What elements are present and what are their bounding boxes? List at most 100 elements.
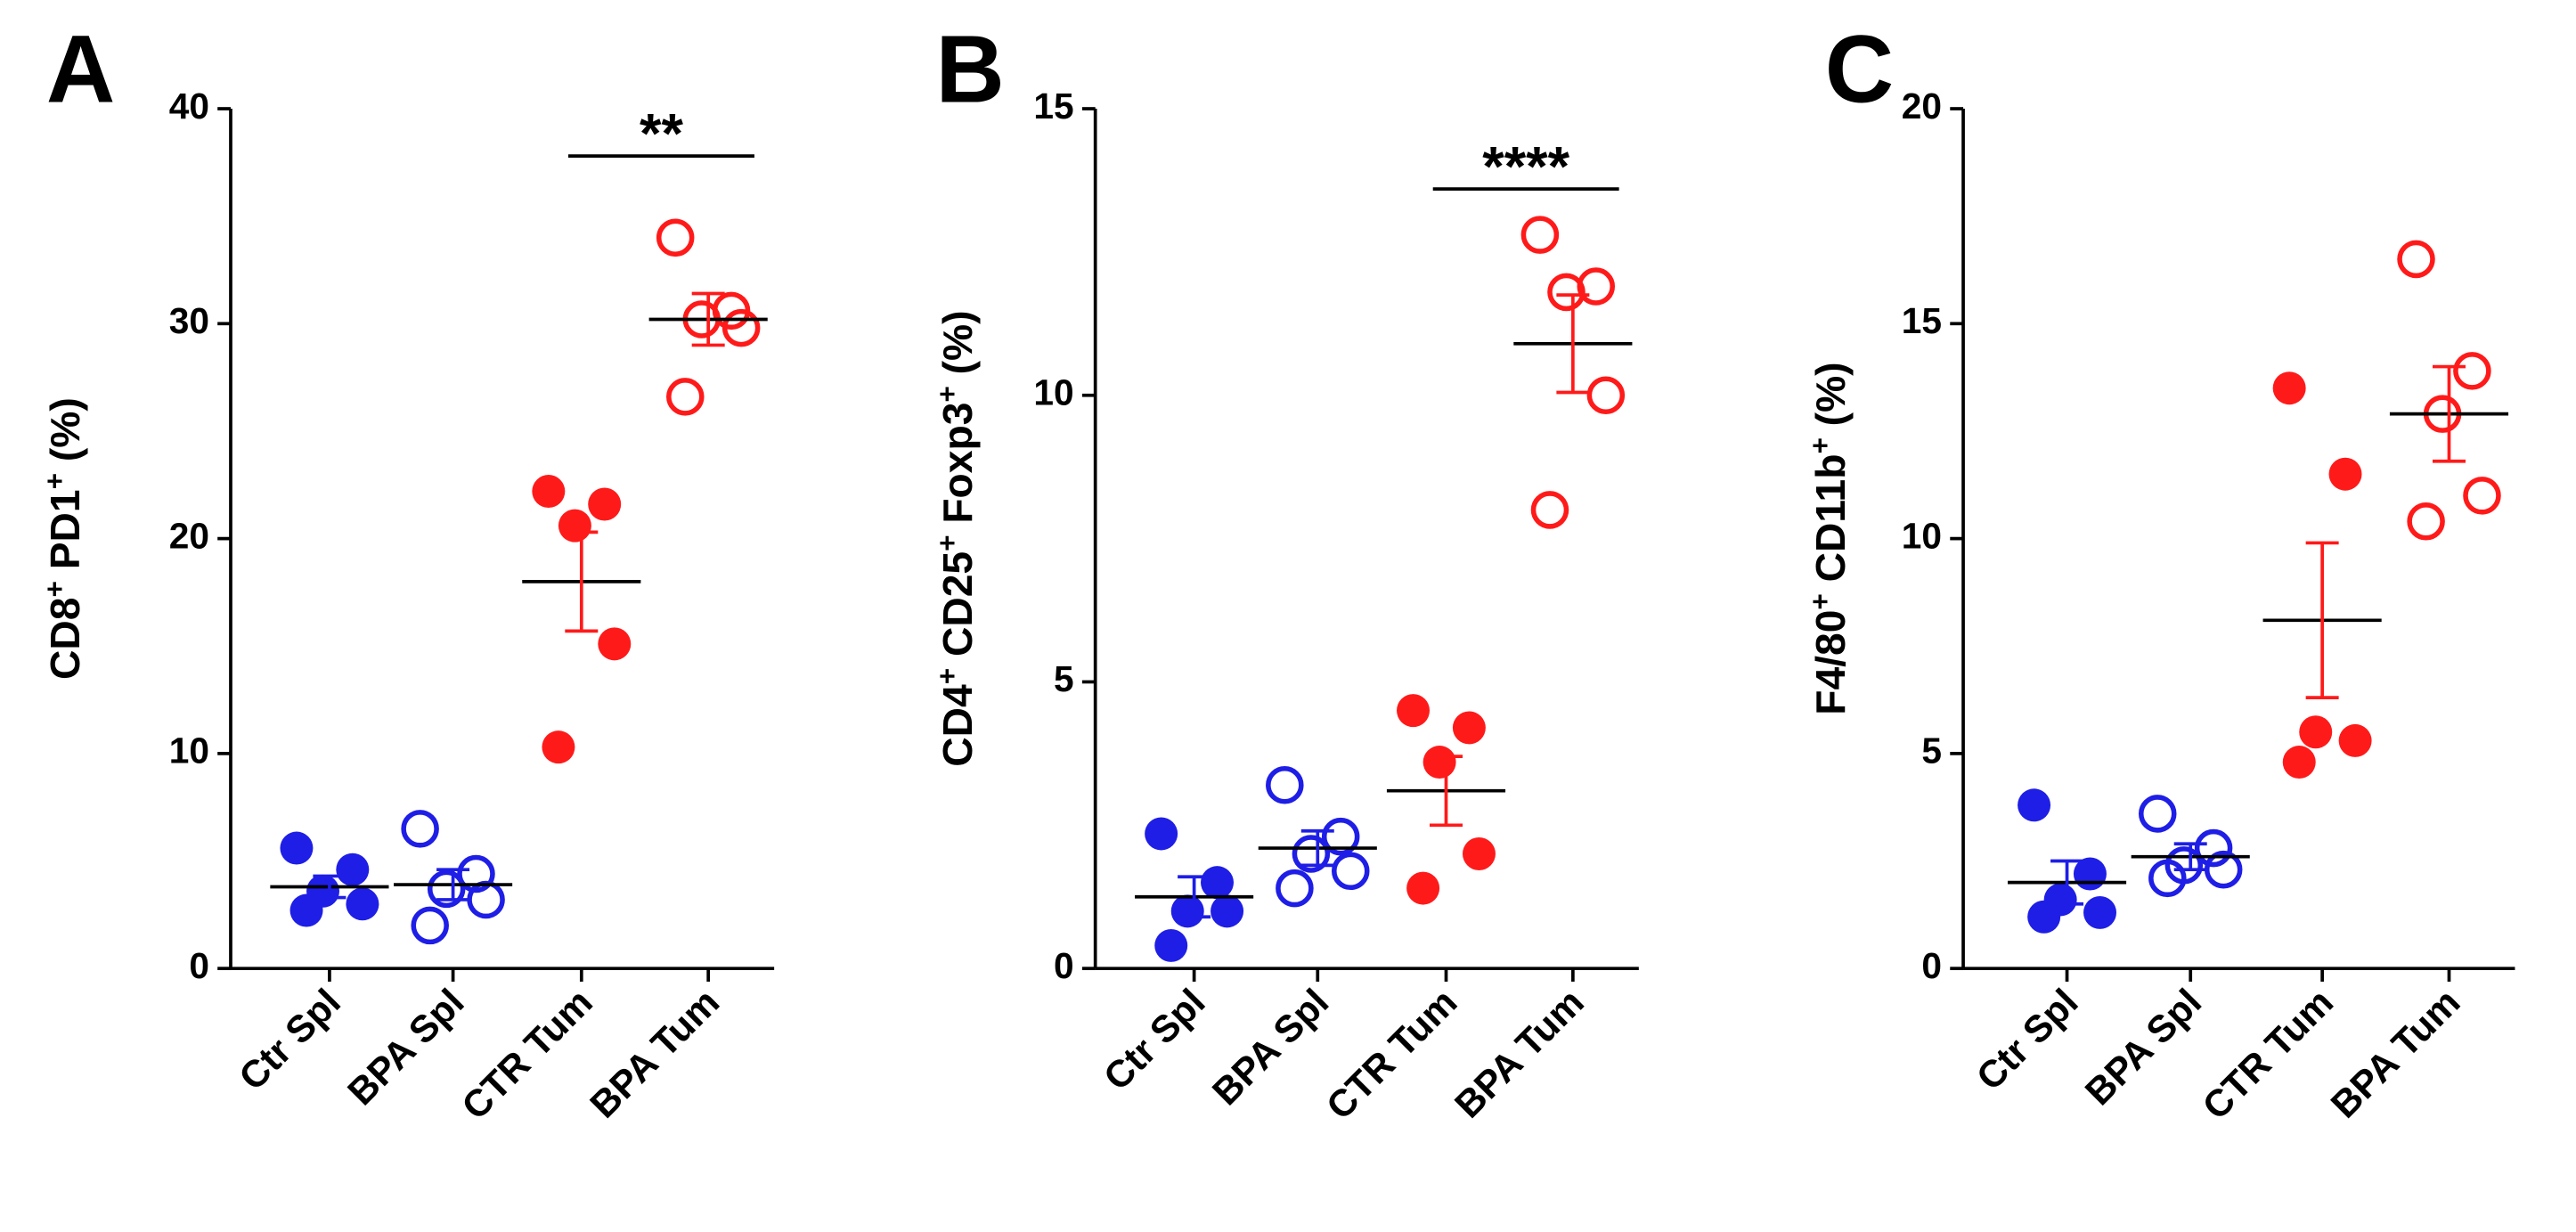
data-point xyxy=(346,887,379,921)
data-point xyxy=(2018,788,2051,822)
y-axis-label-part: CD11b xyxy=(1807,454,1854,594)
data-point xyxy=(2328,457,2362,491)
y-axis-label-part: (%) xyxy=(934,310,981,386)
error-bar xyxy=(2305,541,2339,700)
data-point xyxy=(457,854,495,893)
x-tick-label: BPA Spl xyxy=(340,982,472,1114)
data-point xyxy=(598,627,632,661)
x-tick-label: Ctr Spl xyxy=(232,982,349,1099)
x-tick-label: BPA Tum xyxy=(1447,982,1593,1127)
data-point xyxy=(1331,852,1370,891)
data-point xyxy=(1520,216,1560,254)
data-point xyxy=(721,308,761,347)
y-tick-label: 15 xyxy=(1902,300,1942,341)
data-point xyxy=(656,218,695,257)
panel-label: C xyxy=(1825,16,1894,123)
data-point xyxy=(336,853,370,886)
data-point xyxy=(1586,376,1626,415)
y-tick-label: 10 xyxy=(169,730,209,771)
panel-label: B xyxy=(935,16,1004,123)
data-point xyxy=(1276,869,1314,908)
x-tick-label: BPA Spl xyxy=(2078,982,2210,1114)
y-axis-label-part: + xyxy=(38,473,69,489)
y-tick-label: 10 xyxy=(1033,371,1073,412)
y-axis-label-part: F4/80 xyxy=(1807,610,1854,715)
data-point xyxy=(2407,502,2445,541)
y-axis-label-part: + xyxy=(1804,593,1835,609)
data-point xyxy=(280,831,314,865)
error-bar xyxy=(1556,293,1590,395)
y-axis-label-part: CD4 xyxy=(934,684,981,767)
data-point xyxy=(2272,371,2306,405)
error-bar xyxy=(565,530,599,633)
y-tick-label: 20 xyxy=(1902,86,1942,126)
y-tick-label: 15 xyxy=(1033,86,1073,126)
y-axis-label-part: (%) xyxy=(1807,362,1854,437)
data-point xyxy=(666,378,705,416)
data-point xyxy=(2463,477,2501,515)
error-bar xyxy=(1430,755,1463,828)
x-tick-label: Ctr Spl xyxy=(1969,982,2087,1099)
y-tick-label: 0 xyxy=(1054,945,1074,986)
y-axis-label-part: + xyxy=(932,535,963,551)
data-point xyxy=(542,730,575,764)
significance-label: **** xyxy=(1482,135,1569,198)
significance-label: ** xyxy=(640,102,683,165)
error-bar xyxy=(2050,859,2084,906)
error-bar xyxy=(313,874,346,900)
error-bar xyxy=(2433,364,2466,463)
y-axis-label: F4/80+ CD11b+ (%) xyxy=(1804,362,1853,714)
data-point xyxy=(1154,928,1188,962)
data-point xyxy=(1577,267,1616,306)
y-axis-label: CD4+ CD25+ Foxp3+ (%) xyxy=(932,310,981,766)
error-bar xyxy=(436,868,470,902)
y-axis-label-part: Foxp3 xyxy=(934,403,981,535)
data-point xyxy=(1170,894,1204,928)
y-axis-label-part: CD25 xyxy=(934,551,981,668)
data-point xyxy=(2282,746,2316,779)
y-axis-label-part: + xyxy=(38,581,69,597)
y-tick-label: 5 xyxy=(1054,658,1074,699)
data-point xyxy=(1462,836,1496,870)
error-bar xyxy=(691,291,725,347)
x-tick-label: CTR Tum xyxy=(454,982,601,1129)
data-point xyxy=(2194,828,2233,868)
data-point xyxy=(401,810,439,848)
y-tick-label: 40 xyxy=(169,86,209,126)
data-point xyxy=(2027,900,2061,934)
data-point xyxy=(1145,817,1178,851)
y-axis-label-part: (%) xyxy=(42,397,88,473)
data-point xyxy=(1452,711,1486,745)
panel-label: A xyxy=(46,16,115,123)
data-point xyxy=(2338,723,2372,757)
data-point xyxy=(2148,859,2187,898)
y-axis-label: CD8+ PD1+ (%) xyxy=(38,397,87,680)
error-bar xyxy=(1178,875,1211,919)
data-point xyxy=(1423,746,1456,779)
data-point xyxy=(1547,273,1586,312)
y-axis-label-part: + xyxy=(1804,437,1835,453)
y-tick-label: 0 xyxy=(1921,945,1942,986)
x-tick-label: CTR Tum xyxy=(2195,982,2342,1129)
data-point xyxy=(1406,871,1440,905)
data-point xyxy=(588,487,622,521)
y-tick-label: 5 xyxy=(1921,730,1942,771)
x-tick-label: BPA Spl xyxy=(1205,982,1337,1114)
y-axis-label-part: PD1 xyxy=(42,489,88,581)
y-tick-label: 30 xyxy=(169,300,209,341)
error-bar xyxy=(2173,842,2207,872)
data-point xyxy=(1201,866,1234,900)
data-point xyxy=(411,906,449,945)
data-point xyxy=(289,893,323,927)
x-tick-label: CTR Tum xyxy=(1319,982,1466,1129)
data-point xyxy=(1211,894,1244,928)
data-point xyxy=(1321,817,1360,856)
y-tick-label: 20 xyxy=(169,515,209,556)
data-point xyxy=(2397,240,2435,279)
data-point xyxy=(558,509,591,543)
data-point xyxy=(2299,715,2333,749)
data-point xyxy=(2453,352,2491,390)
data-point xyxy=(1266,766,1304,804)
